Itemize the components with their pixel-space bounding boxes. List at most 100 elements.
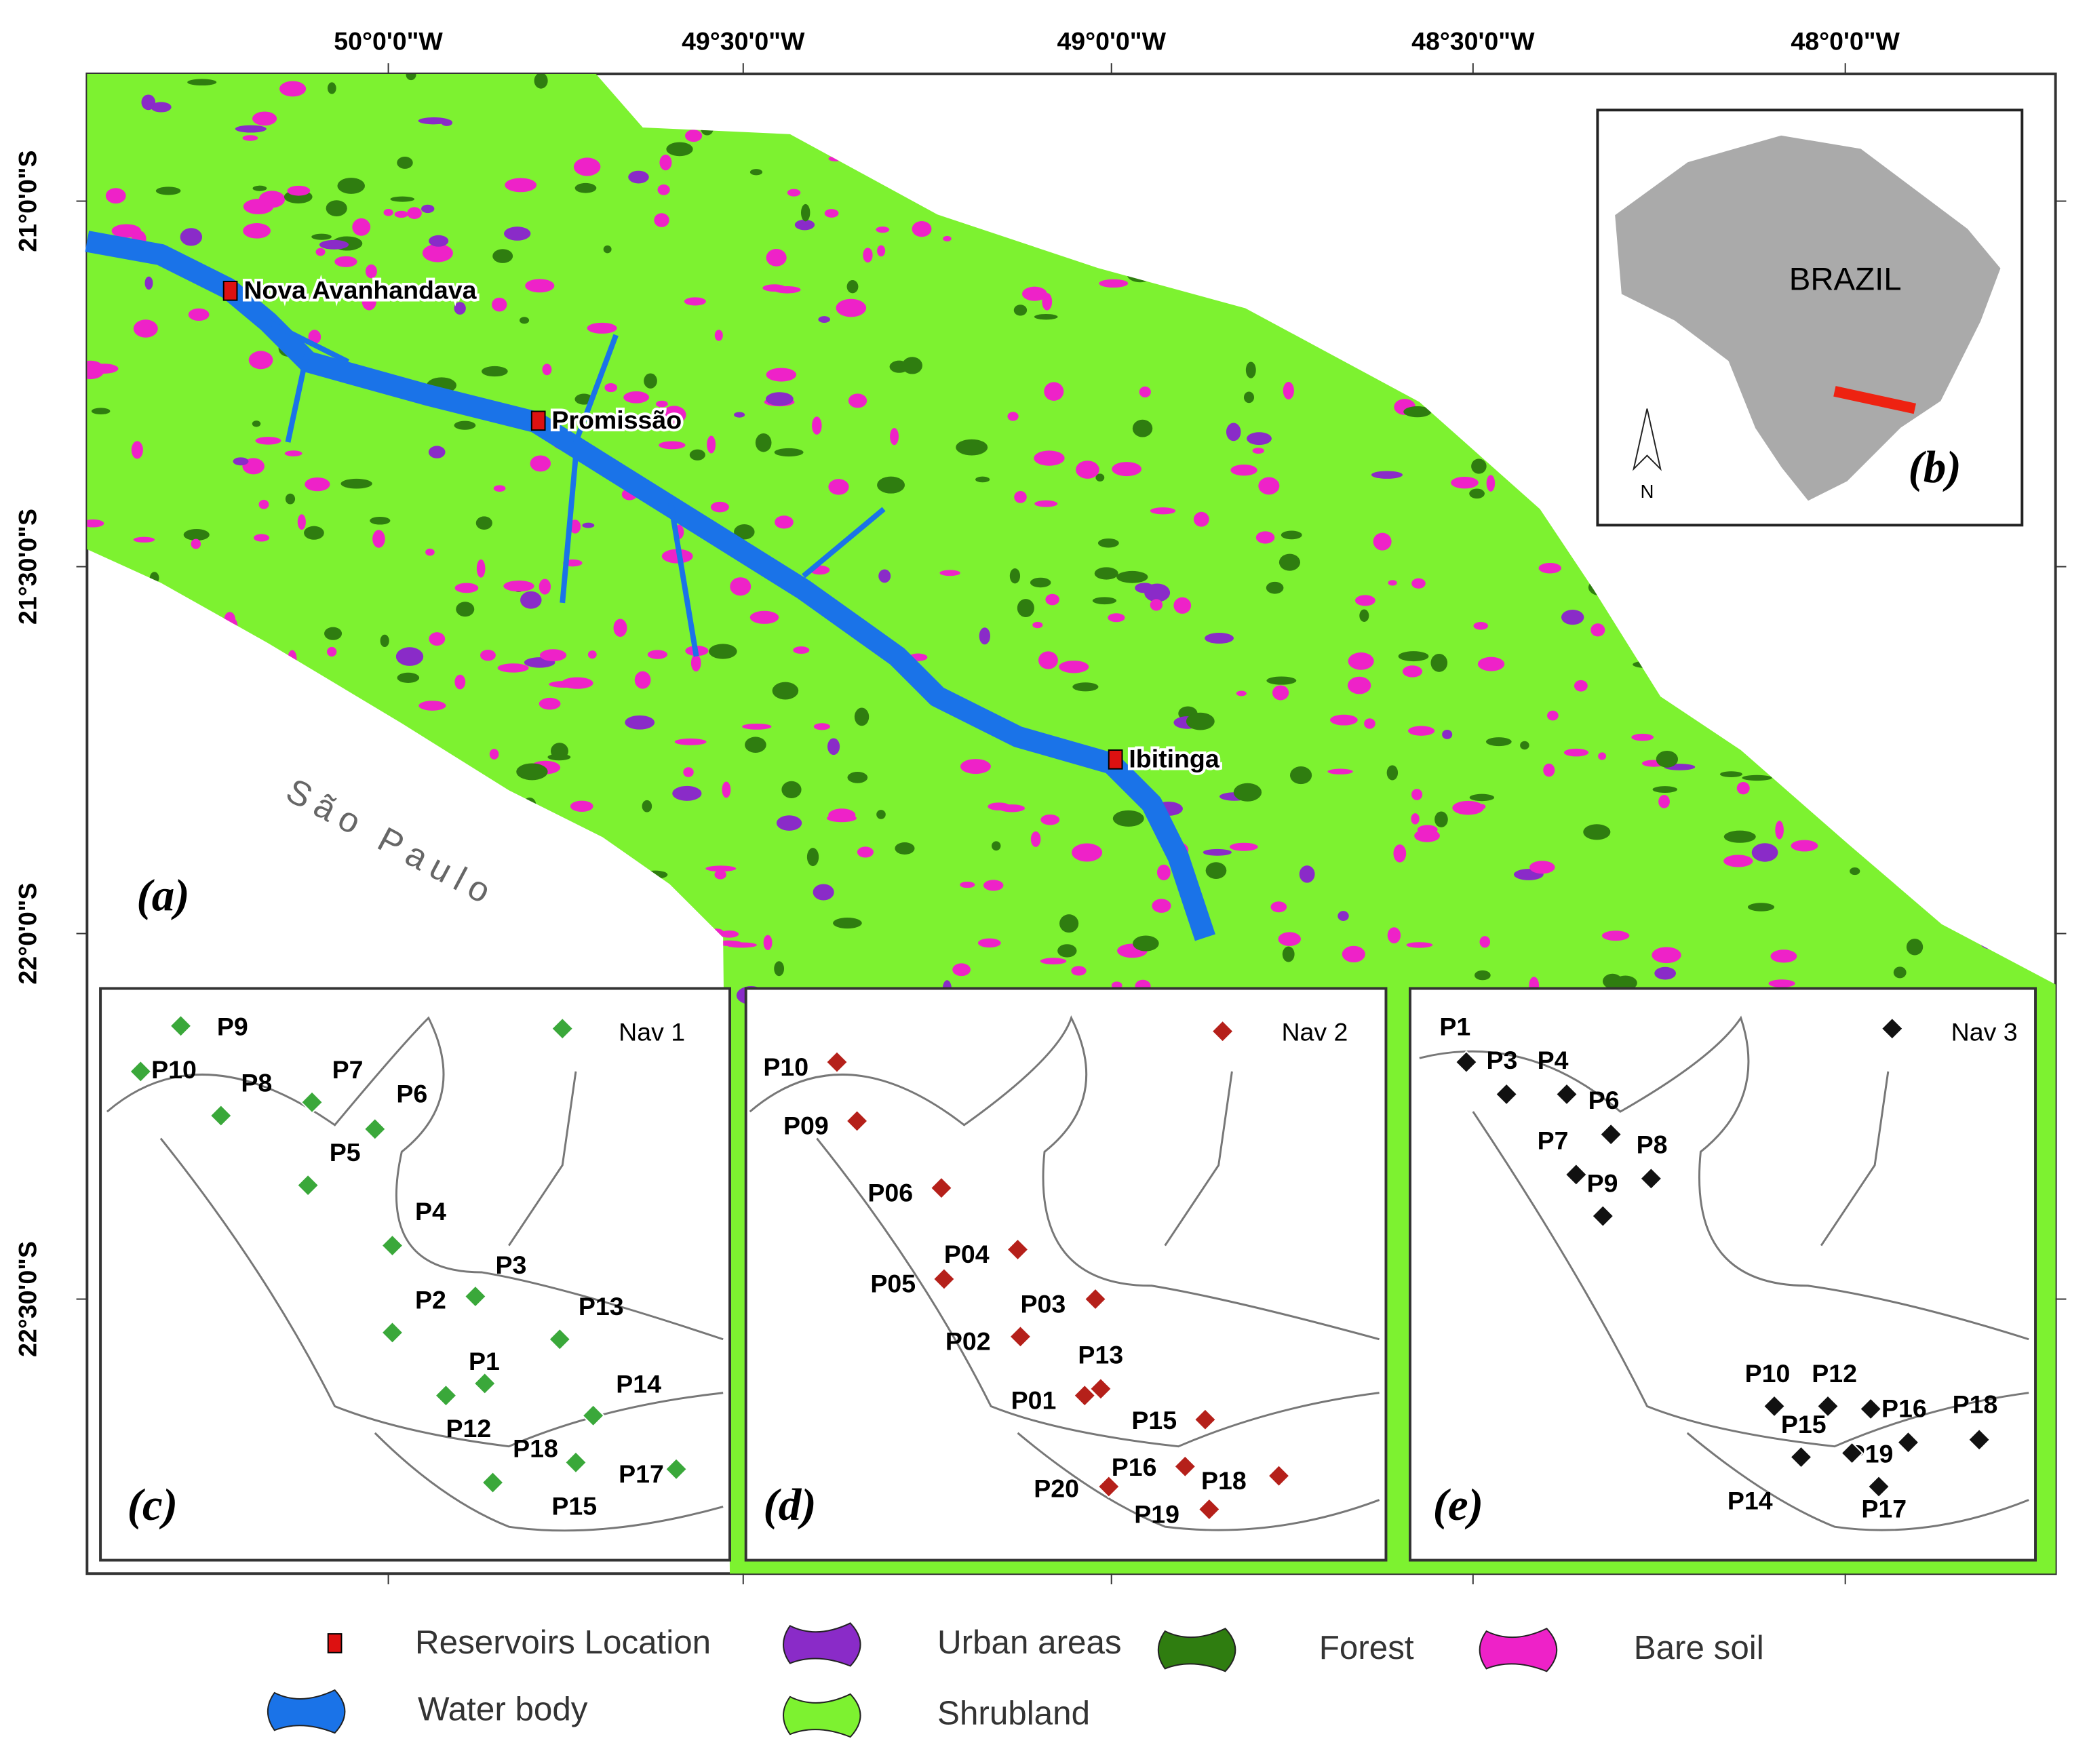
- cover-patch: [1452, 800, 1484, 815]
- cover-patch: [734, 524, 755, 540]
- north-arrow: [1633, 408, 1662, 471]
- cover-patch: [1742, 775, 1772, 781]
- cover-patch: [105, 188, 126, 204]
- cover-patch: [833, 918, 862, 929]
- legend-swatch: [1479, 1628, 1557, 1672]
- cover-patch: [1094, 567, 1118, 580]
- cover-patch: [394, 210, 408, 218]
- cover-patch: [672, 785, 702, 801]
- cover-patch: [252, 420, 261, 427]
- point-label: P18: [513, 1434, 558, 1463]
- cover-patch: [133, 319, 158, 338]
- point-label: P3: [1487, 1046, 1518, 1074]
- cover-patch: [647, 650, 668, 659]
- sample-point: [1211, 1019, 1234, 1043]
- cover-patch: [1601, 930, 1630, 941]
- lat-label: 22°30'0"S: [13, 1241, 41, 1357]
- cover-patch: [1226, 423, 1241, 442]
- sample-point: [551, 1017, 574, 1040]
- cover-patch: [1451, 476, 1479, 489]
- cover-patch: [334, 256, 357, 267]
- cover-patch: [1850, 867, 1860, 876]
- sample-point: [664, 1457, 688, 1481]
- cover-patch: [642, 800, 652, 812]
- cover-patch: [644, 373, 657, 389]
- point-label: P1: [1439, 1013, 1470, 1041]
- cover-patch: [311, 233, 332, 240]
- cover-patch: [1272, 685, 1289, 701]
- sample-point: [463, 1285, 488, 1308]
- cover-patch: [441, 119, 452, 126]
- cover-patch: [285, 493, 296, 505]
- cover-patch: [992, 841, 1001, 851]
- cover-patch: [1281, 530, 1302, 540]
- point-label: P3: [496, 1251, 527, 1279]
- cover-patch: [454, 674, 466, 690]
- cover-patch: [1186, 712, 1215, 730]
- sample-point: [1073, 1384, 1097, 1407]
- sample-point: [169, 1014, 193, 1038]
- cover-patch: [774, 961, 785, 977]
- cover-patch: [1475, 970, 1491, 981]
- cover-patch: [1768, 979, 1795, 988]
- cover-patch: [1030, 577, 1051, 588]
- cover-patch: [1347, 676, 1371, 694]
- cover-patch: [492, 297, 507, 312]
- cover-patch: [847, 772, 868, 783]
- cover-patch: [1034, 500, 1058, 507]
- cover-patch: [131, 441, 143, 459]
- cover-patch: [1411, 789, 1423, 800]
- cover-patch: [722, 781, 731, 798]
- cover-patch: [539, 649, 567, 661]
- cover-patch: [155, 187, 181, 195]
- cover-patch: [1631, 733, 1654, 741]
- point-label: P16: [1112, 1453, 1157, 1481]
- cover-patch: [1477, 804, 1486, 810]
- cover-patch: [812, 416, 822, 435]
- sample-point: [1880, 1017, 1904, 1040]
- cover-patch: [857, 846, 874, 858]
- point-label: P12: [446, 1414, 491, 1443]
- cover-patch: [657, 184, 670, 195]
- cover-patch: [1017, 599, 1034, 618]
- cover-patch: [1173, 597, 1192, 614]
- cover-patch: [714, 330, 723, 341]
- cover-patch: [960, 881, 975, 888]
- cover-patch: [952, 963, 971, 977]
- cover-patch: [1471, 458, 1487, 474]
- sample-point: [1097, 1474, 1120, 1499]
- cover-patch: [1007, 412, 1019, 421]
- cover-patch: [454, 302, 466, 315]
- cover-patch: [774, 448, 804, 457]
- cover-patch: [877, 245, 886, 257]
- cover-patch: [828, 479, 849, 495]
- cover-patch: [943, 235, 952, 241]
- cover-patch: [1038, 651, 1058, 669]
- cover-patch: [1034, 450, 1065, 466]
- point-label: P10: [151, 1055, 197, 1084]
- cover-patch: [1563, 748, 1589, 757]
- cover-patch: [730, 577, 751, 596]
- cover-patch: [902, 357, 922, 374]
- sample-point: [1967, 1428, 1991, 1452]
- cover-patch: [1529, 861, 1555, 874]
- sample-point: [481, 1470, 505, 1495]
- north-label: N: [1640, 481, 1654, 502]
- lon-label: 49°0'0"W: [1057, 26, 1166, 55]
- cover-patch: [1252, 448, 1264, 454]
- cover-patch: [1205, 633, 1234, 644]
- sample-point: [548, 1327, 572, 1351]
- cover-patch: [235, 125, 267, 133]
- sample-point: [825, 1050, 849, 1074]
- sample-point: [1197, 1497, 1222, 1521]
- cover-patch: [1108, 613, 1125, 623]
- cover-patch: [1469, 793, 1495, 802]
- cover-patch: [826, 814, 857, 823]
- cover-patch: [1156, 864, 1171, 880]
- cover-patch: [1654, 966, 1677, 980]
- cover-patch: [1282, 946, 1295, 962]
- point-label: P15: [1131, 1406, 1177, 1434]
- cover-patch: [1329, 714, 1358, 726]
- nav-name: Nav 3: [1951, 1017, 2018, 1046]
- cover-patch: [352, 218, 371, 236]
